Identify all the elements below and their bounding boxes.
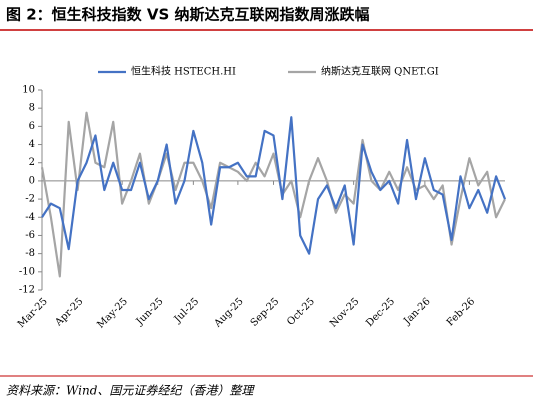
y-tick-label: -2 — [25, 194, 35, 205]
x-tick-label: Dec-25 — [364, 296, 397, 329]
y-tick-label: -6 — [25, 230, 35, 241]
x-tick-label: Jun-25 — [134, 296, 166, 328]
x-tick-label: Oct-25 — [285, 296, 317, 328]
x-tick-label: Jan-26 — [401, 296, 432, 327]
x-tick-label: Aug-25 — [212, 296, 246, 330]
y-tick-label: 8 — [29, 103, 35, 114]
y-tick-label: -8 — [25, 248, 35, 259]
x-tick-label: Jul-25 — [172, 296, 202, 326]
y-tick-label: -10 — [19, 266, 35, 277]
x-tick-label: Apr-25 — [53, 296, 86, 329]
x-tick-label: Mar-25 — [16, 296, 50, 330]
series-line — [40, 111, 506, 278]
legend-label: 纳斯达克互联网 QNET.GI — [321, 65, 439, 78]
x-tick-label: Sep-25 — [249, 296, 282, 329]
chart-title: 图 2：恒生科技指数 VS 纳斯达克互联网指数周涨跌幅 — [6, 6, 370, 24]
source: 资料来源：Wind、国元证券经纪（香港）整理 — [6, 384, 255, 398]
y-tick-label: -4 — [25, 212, 35, 223]
y-tick-label: -12 — [19, 285, 35, 296]
legend-label: 恒生科技 HSTECH.HI — [131, 65, 236, 78]
y-tick-label: 6 — [29, 121, 35, 132]
y-tick-label: 0 — [29, 175, 35, 186]
x-tick-label: May-25 — [95, 296, 130, 331]
y-tick-label: 10 — [22, 85, 35, 96]
series-line — [41, 116, 507, 255]
x-tick-label: Nov-25 — [328, 296, 362, 330]
x-tick-label: Feb-26 — [445, 296, 477, 328]
y-tick-label: 4 — [29, 139, 35, 150]
y-tick-label: 2 — [29, 157, 35, 168]
